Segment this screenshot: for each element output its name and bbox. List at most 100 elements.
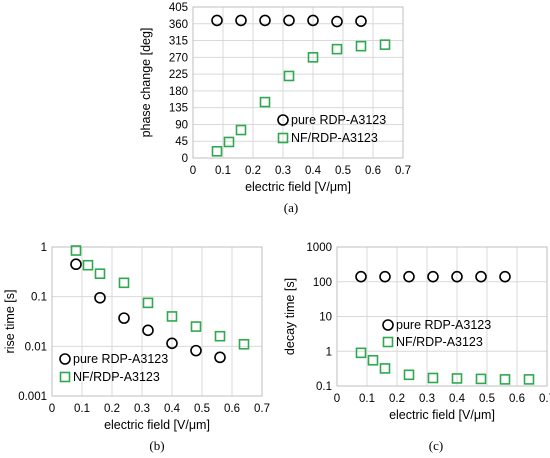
data-point-circle bbox=[403, 270, 415, 283]
plot-frame bbox=[336, 246, 548, 387]
data-point-circle bbox=[475, 270, 487, 283]
data-point-circle bbox=[499, 270, 511, 283]
x-tick-label: 0.4 bbox=[449, 393, 466, 405]
y-axis-label: rise time [s] bbox=[3, 290, 17, 354]
y-tick-label: 225 bbox=[169, 69, 188, 81]
y-tick-label: 315 bbox=[169, 36, 188, 48]
data-point-square bbox=[475, 373, 487, 385]
data-point-square bbox=[118, 277, 130, 289]
y-tick-label: 100 bbox=[313, 277, 332, 289]
series-1 bbox=[355, 270, 511, 283]
legend-label: NF/RDP-A3123 bbox=[396, 335, 483, 349]
legend-label: NF/RDP-A3123 bbox=[291, 131, 378, 145]
series-1 bbox=[211, 14, 367, 28]
legend: pure RDP-A3123 NF/RDP-A3123 bbox=[382, 318, 491, 349]
panel-label: (a) bbox=[284, 200, 298, 215]
data-point-circle bbox=[259, 14, 271, 27]
legend-marker-square bbox=[59, 371, 71, 383]
data-point-circle bbox=[214, 351, 226, 364]
data-point-square bbox=[283, 70, 295, 82]
y-tick-label: 0.001 bbox=[18, 391, 47, 403]
data-point-square bbox=[211, 145, 223, 157]
y-tick-label: 135 bbox=[169, 103, 188, 115]
y-tick-label: 360 bbox=[169, 19, 188, 31]
legend-label: pure RDP-A3123 bbox=[73, 352, 168, 366]
y-tick-label: 1 bbox=[41, 242, 47, 254]
x-tick-label: 0.2 bbox=[389, 393, 405, 405]
data-point-circle bbox=[355, 270, 367, 283]
data-point-square bbox=[331, 43, 343, 55]
data-point-circle bbox=[331, 15, 343, 28]
x-tick-label: 0.5 bbox=[335, 165, 351, 177]
y-axis-label: phase change [deg] bbox=[139, 28, 153, 138]
series-2 bbox=[70, 245, 250, 350]
data-point-circle bbox=[211, 14, 223, 27]
data-point-square bbox=[70, 245, 82, 256]
data-point-square bbox=[94, 268, 106, 280]
x-tick-label: 0.6 bbox=[509, 393, 525, 405]
data-point-square bbox=[367, 354, 379, 366]
y-tick-label: 270 bbox=[169, 52, 188, 64]
data-point-square bbox=[214, 330, 226, 342]
data-point-square bbox=[379, 363, 391, 374]
y-tick-label: 405 bbox=[169, 2, 188, 14]
chart-panel-1: 0 45 90 135 180 225 270 315 360 405 0 0.1 0.2 0.3 0.4 0… bbox=[139, 2, 411, 215]
data-point-square bbox=[223, 136, 235, 148]
data-point-square bbox=[355, 347, 367, 359]
data-point-circle bbox=[355, 15, 367, 27]
legend: pure RDP-A3123 NF/RDP-A3123 bbox=[277, 113, 386, 145]
data-point-circle bbox=[379, 270, 391, 283]
data-point-circle bbox=[283, 14, 295, 27]
data-point-square bbox=[238, 338, 250, 350]
x-tick-label: 0.3 bbox=[419, 393, 435, 405]
data-point-square bbox=[403, 369, 415, 381]
legend-marker-circle bbox=[382, 319, 394, 331]
y-tick-label: 45 bbox=[175, 136, 188, 148]
x-tick-label: 0.2 bbox=[104, 403, 120, 415]
x-tick-label: 0.4 bbox=[164, 403, 181, 415]
x-tick-label: 0.7 bbox=[539, 393, 550, 405]
x-axis-label: electric field [V/μm] bbox=[245, 180, 351, 194]
panel-label: (c) bbox=[429, 438, 443, 453]
x-tick-label: 0 bbox=[49, 403, 55, 415]
data-point-square bbox=[499, 374, 511, 385]
y-tick-label: 0.1 bbox=[316, 381, 332, 393]
y-tick-label: 1000 bbox=[306, 242, 332, 254]
data-point-square bbox=[142, 297, 154, 309]
data-point-circle bbox=[70, 258, 82, 271]
plot-frame bbox=[51, 246, 263, 397]
legend: pure RDP-A3123 NF/RDP-A3123 bbox=[59, 352, 168, 384]
x-tick-label: 0.5 bbox=[194, 403, 210, 415]
x-tick-label: 0.7 bbox=[254, 403, 270, 415]
y-tick-label: 90 bbox=[175, 119, 188, 131]
legend-label: NF/RDP-A3123 bbox=[73, 370, 160, 384]
legend-marker-circle bbox=[277, 114, 289, 126]
x-axis-label: electric field [V/μm] bbox=[389, 408, 495, 422]
y-axis-label: decay time [s] bbox=[283, 278, 297, 355]
data-point-square bbox=[379, 39, 391, 50]
y-tick-label: 180 bbox=[169, 86, 188, 98]
legend-marker-square bbox=[382, 336, 394, 348]
data-point-square bbox=[355, 40, 367, 52]
legend-label: pure RDP-A3123 bbox=[396, 318, 491, 332]
data-point-square bbox=[190, 321, 202, 332]
plot-frame bbox=[192, 6, 404, 159]
x-tick-label: 0.1 bbox=[359, 393, 375, 405]
chart-panel-2: 0.001 0.01 0.1 1 0 0.1 0.2 0.3 0.4 0.5 0.6 0.7 elect… bbox=[3, 242, 270, 453]
data-point-square bbox=[451, 373, 463, 384]
x-tick-label: 0.7 bbox=[395, 165, 411, 177]
data-point-circle bbox=[427, 270, 439, 283]
x-tick-label: 0 bbox=[334, 393, 340, 405]
x-axis-label: electric field [V/μm] bbox=[104, 418, 210, 432]
data-point-circle bbox=[142, 324, 154, 337]
x-tick-label: 0.4 bbox=[305, 165, 322, 177]
data-point-circle bbox=[166, 337, 178, 350]
y-tick-label: 1 bbox=[326, 346, 332, 358]
data-point-square bbox=[523, 374, 535, 385]
y-tick-label: 0.1 bbox=[31, 292, 47, 304]
x-tick-label: 0 bbox=[190, 165, 196, 177]
data-point-circle bbox=[190, 344, 202, 357]
y-tick-label: 0 bbox=[182, 153, 188, 165]
x-tick-label: 0.3 bbox=[275, 165, 291, 177]
